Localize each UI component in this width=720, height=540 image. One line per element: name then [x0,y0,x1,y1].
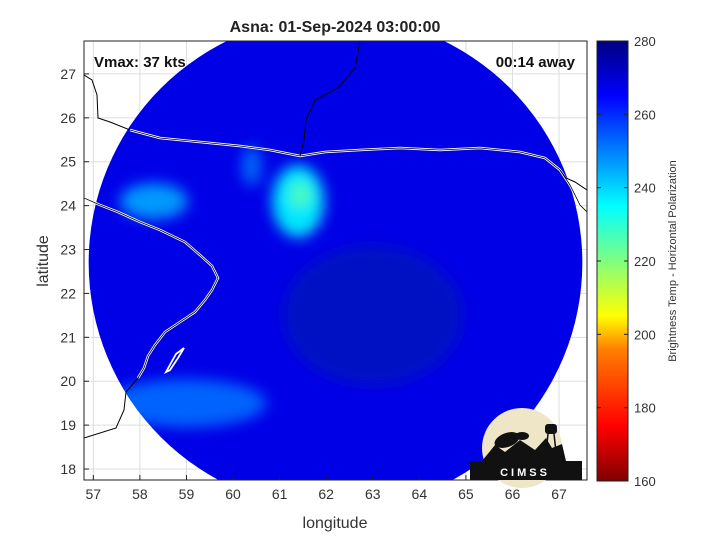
x-tick-label: 64 [412,486,428,502]
y-tick-label: 26 [60,110,76,126]
vmax-annotation: Vmax: 37 kts [94,54,186,71]
y-tick-label: 22 [60,285,76,301]
logo-silhouette-icon [482,438,566,461]
cimss-logo: CIMSS [470,408,582,488]
satellite-dish-icon [494,432,520,448]
x-tick-label: 57 [86,486,102,502]
coastlines [84,41,587,439]
colorbar-tick-label: 240 [634,181,656,196]
y-axis-label: latitude [35,235,52,287]
colorbar-label: Brightness Temp - Horizontal Polarizatio… [667,160,679,362]
logo-banner [470,461,582,480]
colorbar-tick-label: 160 [634,474,656,489]
water-tower-icon [545,424,557,434]
y-tick-label: 20 [60,373,76,389]
feature-hot-spot [290,182,311,207]
coast-oman-line [84,197,219,379]
colorbar-tick-label: 200 [634,327,656,342]
tower-leg-left [545,433,549,453]
border-iran-pakistan [299,41,361,157]
x-tick-label: 67 [551,486,567,502]
x-axis-label: longitude [303,515,368,532]
island-masirah [163,347,185,375]
x-tick-label: 61 [272,486,288,502]
time-away-annotation: 00:14 away [496,54,576,71]
x-tick-label: 66 [505,486,521,502]
colorbar-tick-label: 180 [634,401,656,416]
border-east [559,169,587,191]
colorbar-ticks: 160 180 200 220 240 260 280 [597,34,656,489]
feature-southwest-band [106,379,267,428]
y-tick-label: 24 [60,198,76,214]
x-tick-label: 59 [179,486,195,502]
colorbar-tick-label: 280 [634,34,656,49]
x-tick-label: 60 [225,486,241,502]
coast-southwest [84,377,139,439]
feature-streak [241,146,262,187]
x-tick-label: 62 [318,486,334,502]
y-tick-label: 27 [60,66,76,82]
colorbar-tick-label: 220 [634,254,656,269]
tower-leg-right [553,433,557,453]
y-tick-label: 25 [60,154,76,170]
feature-coastal-band [119,183,188,220]
x-tick-label: 65 [458,486,474,502]
y-tick-label: 18 [60,461,76,477]
colorbar [596,40,629,482]
y-tick-label: 21 [60,329,76,345]
colorbar-tick-label: 260 [634,107,656,122]
y-axis-ticks: 18 19 20 21 22 23 24 25 26 27 [60,66,89,477]
x-tick-label: 63 [365,486,381,502]
feature-background-ocean [282,245,463,386]
y-tick-label: 19 [60,417,76,433]
chart-title: Asna: 01-Sep-2024 03:00:00 [230,19,441,36]
logo-text: CIMSS [500,467,550,479]
x-tick-label: 58 [132,486,148,502]
small-dish-icon [515,432,529,440]
y-tick-label: 23 [60,242,76,258]
border-west [84,74,131,131]
axes-frame [83,40,588,481]
microwave-swath [88,41,583,480]
x-axis-ticks: 57 58 59 60 61 62 63 64 65 66 67 [86,475,567,502]
swath-features [106,146,463,428]
